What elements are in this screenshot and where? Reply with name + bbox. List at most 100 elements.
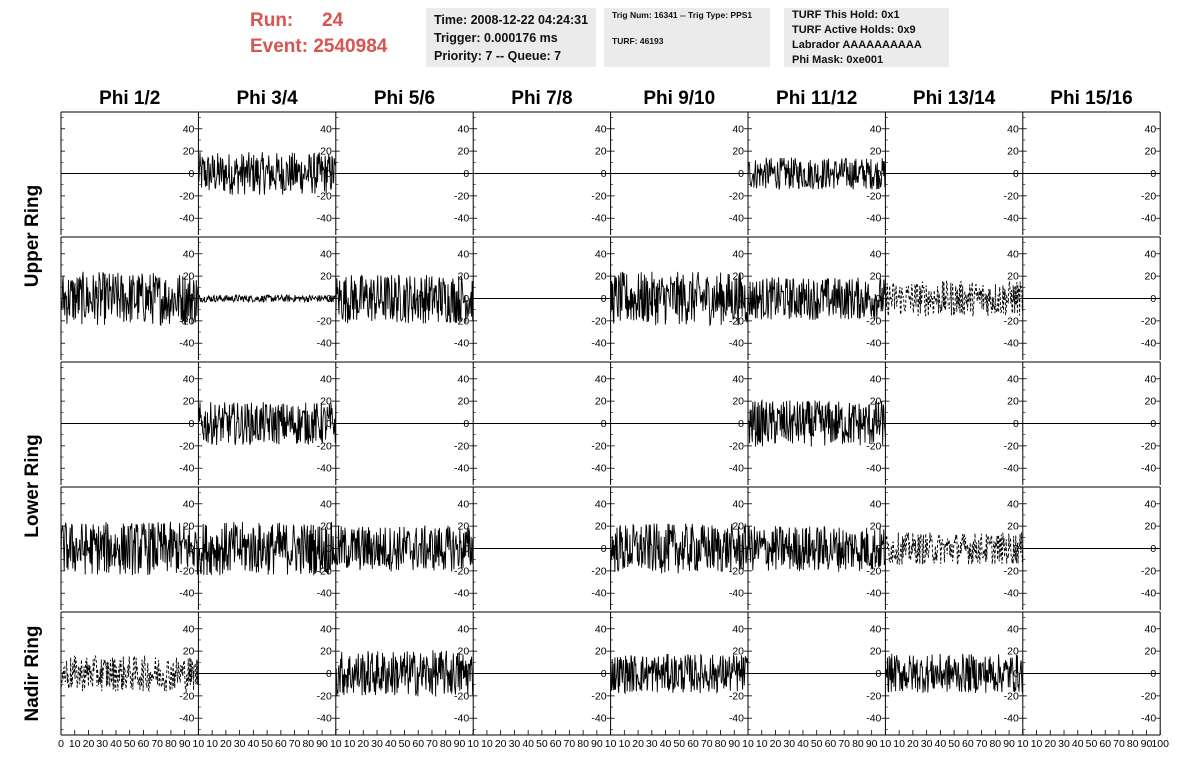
waveform-trace <box>60 655 199 693</box>
y-tick-label: 20 <box>458 646 470 658</box>
y-tick-label: -20 <box>179 565 194 577</box>
time-text: Time: 2008-12-22 04:24:31 <box>434 13 588 27</box>
waveform-trace <box>335 274 474 324</box>
waveform-trace <box>60 271 199 327</box>
y-tick-label: 0 <box>463 293 469 305</box>
column-title: Phi 1/2 <box>99 88 160 109</box>
y-tick-label: -20 <box>1004 315 1019 327</box>
y-tick-label: -20 <box>454 440 469 452</box>
y-tick-label: -40 <box>317 463 332 475</box>
x-tick-label: 50 <box>124 738 136 750</box>
y-tick-label: 20 <box>1145 146 1157 158</box>
x-tick-label: 80 <box>1127 738 1139 750</box>
y-tick-label: 40 <box>183 498 195 510</box>
y-tick-label: 40 <box>320 498 332 510</box>
y-tick-label: 20 <box>320 521 332 533</box>
x-tick-label: 0 <box>58 738 64 750</box>
x-tick-label: 50 <box>1086 738 1098 750</box>
x-tick-label: 30 <box>371 738 383 750</box>
y-tick-label: 40 <box>732 123 744 135</box>
y-tick-label: -40 <box>179 338 194 350</box>
y-tick-label: -20 <box>454 190 469 202</box>
y-tick-label: 20 <box>1007 521 1019 533</box>
y-tick-label: 40 <box>732 498 744 510</box>
y-tick-label: -40 <box>866 588 881 600</box>
y-tick-label: 40 <box>1145 123 1157 135</box>
y-tick-label: 40 <box>870 623 882 635</box>
y-tick-label: -40 <box>317 213 332 225</box>
y-tick-label: -20 <box>591 440 606 452</box>
y-tick-label: -40 <box>454 463 469 475</box>
x-tick-label: 50 <box>948 738 960 750</box>
phi-mask-text: Phi Mask: 0xe001 <box>792 54 884 66</box>
x-tick-label: 90 <box>179 738 191 750</box>
x-tick-label: 10 <box>1031 738 1043 750</box>
y-tick-label: -20 <box>591 190 606 202</box>
y-tick-label: -40 <box>317 338 332 350</box>
y-tick-label: -40 <box>1004 338 1019 350</box>
y-tick-label: 40 <box>320 248 332 260</box>
y-tick-label: 40 <box>183 248 195 260</box>
turf-this-hold-text: TURF This Hold: 0x1 <box>792 9 900 21</box>
y-tick-label: -40 <box>317 588 332 600</box>
y-tick-label: -20 <box>1004 565 1019 577</box>
x-tick-label: 80 <box>165 738 177 750</box>
y-tick-label: -40 <box>591 713 606 725</box>
y-tick-label: 40 <box>1145 623 1157 635</box>
y-tick-label: -20 <box>866 565 881 577</box>
column-title: Phi 3/4 <box>236 88 298 109</box>
x-tick-label: 80 <box>440 738 452 750</box>
x-tick-label: 60 <box>412 738 424 750</box>
x-tick-label: 70 <box>976 738 988 750</box>
x-tick-label: 90 <box>454 738 466 750</box>
y-tick-label: 20 <box>732 646 744 658</box>
priority-text: Priority: 7 -- Queue: 7 <box>434 49 562 63</box>
y-tick-label: -40 <box>179 713 194 725</box>
x-tick-label: 60 <box>962 738 974 750</box>
y-tick-label: 20 <box>595 646 607 658</box>
x-tick-label: 80 <box>989 738 1001 750</box>
y-tick-label: 0 <box>326 168 332 180</box>
y-tick-label: -20 <box>454 565 469 577</box>
run-event-header: Run: 24 Event: 2540984 <box>250 8 420 64</box>
x-tick-label: 30 <box>783 738 795 750</box>
y-tick-label: 40 <box>1145 248 1157 260</box>
y-tick-label: 40 <box>458 248 470 260</box>
x-tick-label: 60 <box>275 738 287 750</box>
y-tick-label: -20 <box>1004 440 1019 452</box>
column-title: Phi 5/6 <box>374 88 435 109</box>
y-tick-label: 40 <box>1145 498 1157 510</box>
y-tick-label: 20 <box>870 146 882 158</box>
y-tick-label: -20 <box>317 190 332 202</box>
y-tick-label: 20 <box>183 646 195 658</box>
y-tick-label: 20 <box>458 146 470 158</box>
y-tick-label: -20 <box>454 690 469 702</box>
y-tick-label: -40 <box>729 338 744 350</box>
y-tick-label: 40 <box>1007 248 1019 260</box>
y-tick-label: 20 <box>320 396 332 408</box>
y-tick-label: -20 <box>317 690 332 702</box>
y-tick-label: 20 <box>732 146 744 158</box>
y-tick-label: 40 <box>870 498 882 510</box>
y-tick-label: -40 <box>591 338 606 350</box>
column-title: Phi 7/8 <box>511 88 572 109</box>
y-tick-label: -40 <box>454 338 469 350</box>
x-tick-label: 50 <box>811 738 823 750</box>
y-tick-label: -40 <box>1004 588 1019 600</box>
trigger-info-box: Trig Num: 16341 -- Trig Type: PPS1 TURF:… <box>604 8 770 67</box>
y-tick-label: 20 <box>1145 646 1157 658</box>
y-tick-label: 40 <box>458 123 470 135</box>
y-tick-label: 20 <box>1007 271 1019 283</box>
x-tick-label: 100 <box>1151 738 1169 750</box>
y-tick-label: -40 <box>1141 463 1156 475</box>
trigger-text: Trigger: 0.000176 ms <box>434 31 558 45</box>
x-tick-label: 20 <box>907 738 919 750</box>
x-tick-label: 90 <box>728 738 740 750</box>
x-tick-label: 60 <box>550 738 562 750</box>
waveform-trace <box>610 271 749 327</box>
y-tick-label: 40 <box>1007 373 1019 385</box>
x-tick-label: 40 <box>1072 738 1084 750</box>
row-group-label: Lower Ring <box>22 434 43 537</box>
y-tick-label: 40 <box>732 373 744 385</box>
